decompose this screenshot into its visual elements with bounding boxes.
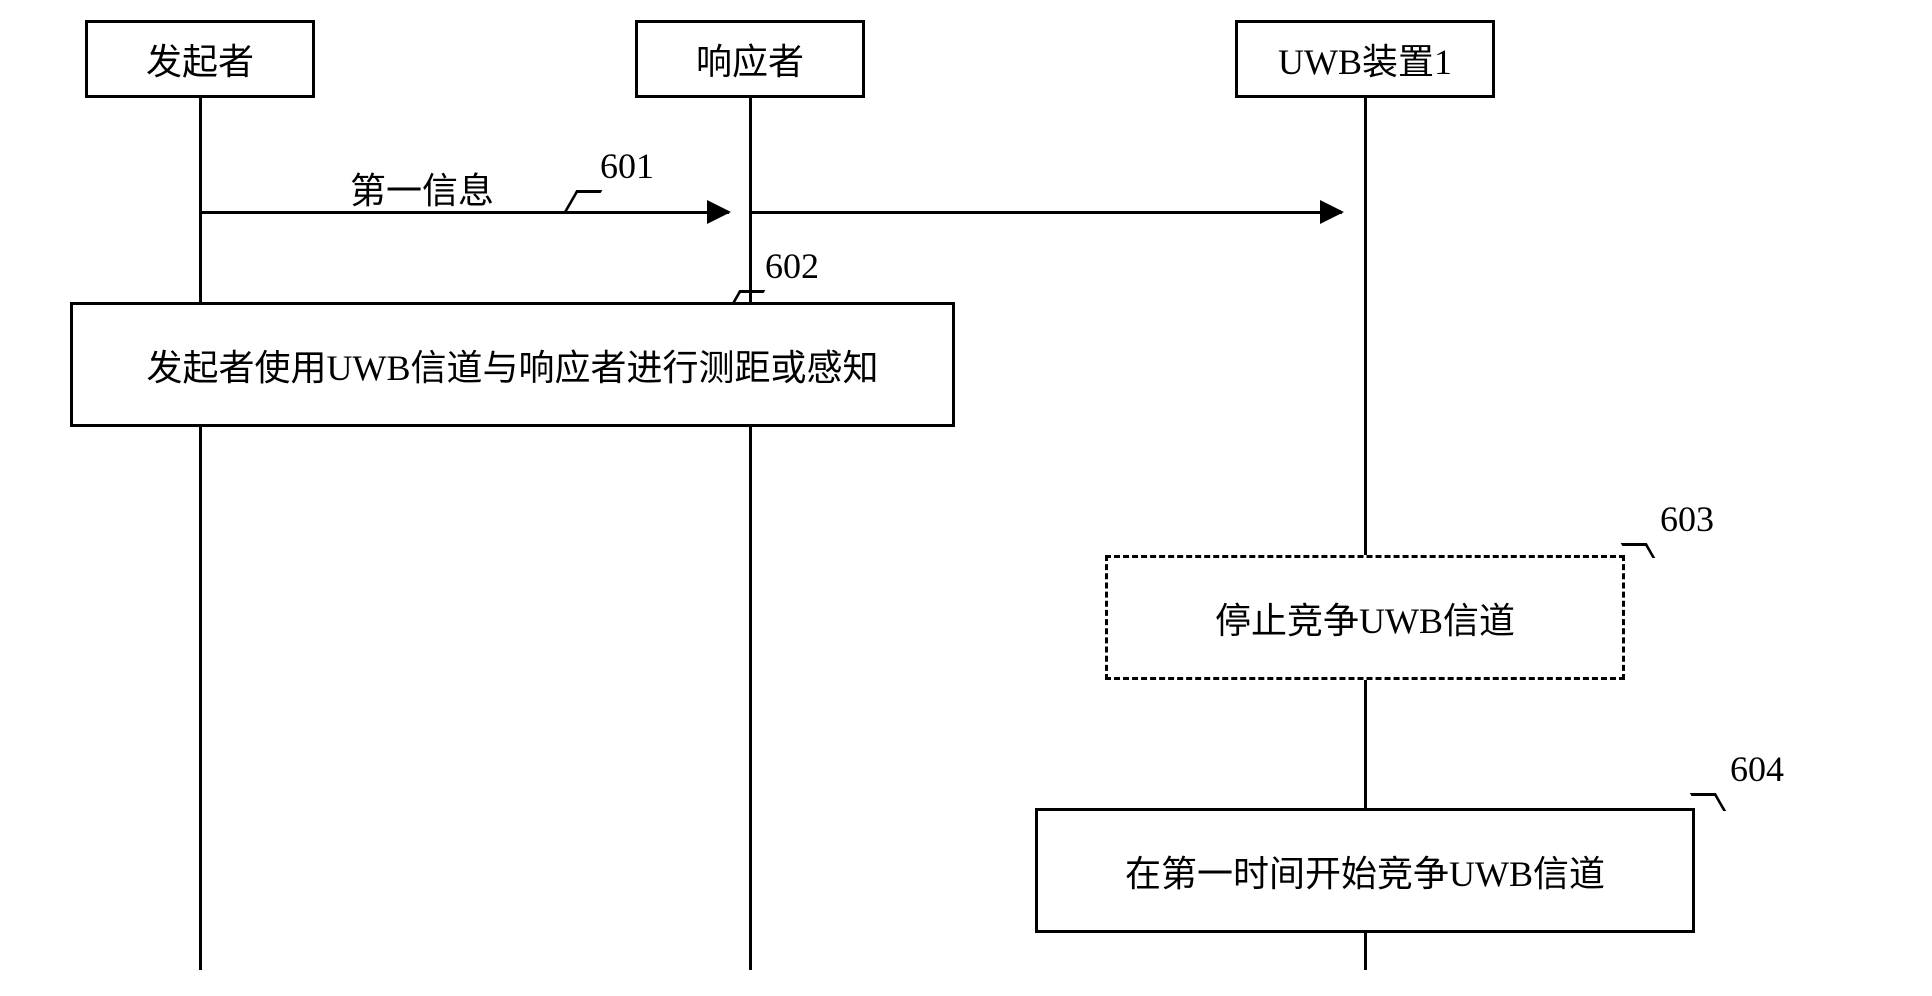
participant-uwb1: UWB装置1	[1235, 20, 1495, 98]
sequence-diagram: 发起者 响应者 UWB装置1 第一信息 601 602 发起者使用UWB信道与响…	[0, 0, 1932, 996]
step-tag-602: 602	[765, 245, 819, 287]
lifeline-initiator	[199, 98, 202, 970]
participant-label: 发起者	[146, 33, 254, 85]
step-tag-604: 604	[1730, 748, 1784, 790]
activity-label: 发起者使用UWB信道与响应者进行测距或感知	[147, 339, 879, 391]
lifeline-responder	[749, 98, 752, 970]
participant-initiator: 发起者	[85, 20, 315, 98]
participant-label: UWB装置1	[1278, 33, 1452, 85]
participant-label: 响应者	[696, 33, 804, 85]
activity-box-603: 停止竞争UWB信道	[1105, 555, 1625, 680]
message-arrow-601a	[200, 211, 729, 214]
step-tag-603: 603	[1660, 498, 1714, 540]
activity-label: 在第一时间开始竞争UWB信道	[1125, 845, 1605, 897]
activity-label: 停止竞争UWB信道	[1215, 592, 1515, 644]
step-tag-601: 601	[600, 145, 654, 187]
step-leader-603	[1621, 543, 1656, 558]
step-leader-601	[564, 190, 603, 212]
participant-responder: 响应者	[635, 20, 865, 98]
message-label-601: 第一信息	[350, 162, 494, 214]
activity-box-602: 发起者使用UWB信道与响应者进行测距或感知	[70, 302, 955, 427]
message-arrow-601b	[751, 211, 1342, 214]
step-leader-604	[1690, 793, 1726, 811]
activity-box-604: 在第一时间开始竞争UWB信道	[1035, 808, 1695, 933]
